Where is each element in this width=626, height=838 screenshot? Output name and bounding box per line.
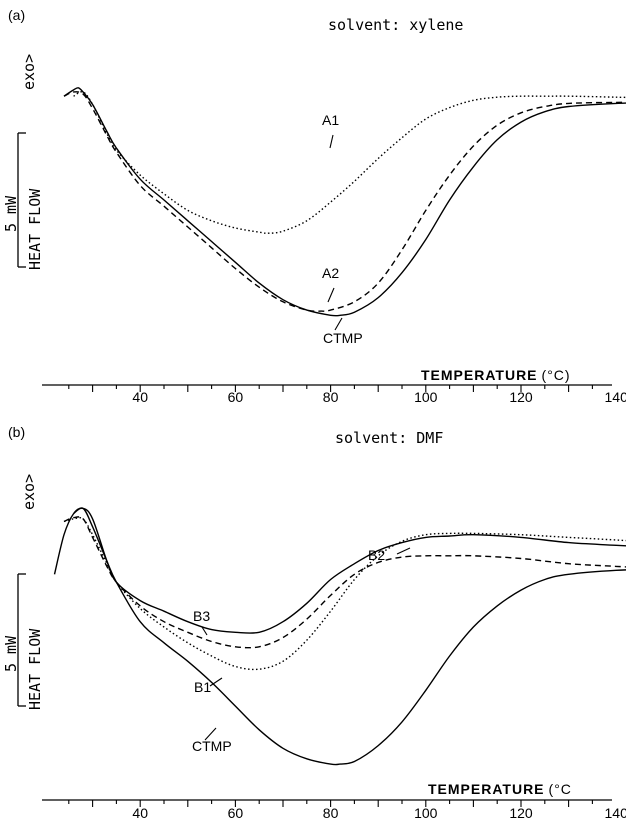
series-a1-leader bbox=[330, 135, 333, 148]
series-a2-leader bbox=[328, 288, 334, 302]
series-a2-label: A2 bbox=[322, 265, 339, 281]
x-tick-label: 60 bbox=[228, 389, 244, 405]
series-b1-line bbox=[64, 518, 626, 670]
series-ctmp-label: CTMP bbox=[323, 330, 363, 346]
x-tick-label: 100 bbox=[414, 805, 438, 821]
panel-a-curves bbox=[64, 88, 626, 316]
panel-a-label: (a) bbox=[8, 7, 25, 23]
panel-a: (a) solvent: xylene exo> 5 mW HEAT FLOW … bbox=[2, 7, 626, 405]
series-a2-line bbox=[64, 92, 626, 311]
x-tick-label: 100 bbox=[414, 389, 438, 405]
panel-b-curves bbox=[55, 508, 626, 765]
series-ctmp-line bbox=[74, 508, 626, 765]
x-tick-label: 120 bbox=[509, 805, 533, 821]
series-b3-label: B3 bbox=[193, 608, 210, 624]
panel-b-x-axis-title: TEMPERATURE(°C bbox=[428, 781, 572, 797]
x-tick-label: 60 bbox=[228, 805, 244, 821]
panel-b-exo-label: exo> bbox=[20, 474, 38, 510]
panel-b-title: solvent: DMF bbox=[335, 429, 443, 447]
panel-a-x-axis-unit: (°C) bbox=[542, 367, 571, 383]
series-b2-label: B2 bbox=[368, 547, 385, 563]
series-ctmp-line bbox=[64, 88, 626, 316]
series-b3-line bbox=[55, 508, 626, 633]
x-tick-label: 80 bbox=[323, 389, 339, 405]
panel-b-label: (b) bbox=[8, 424, 25, 440]
panel-b-curve-labels: B1 B2 B3 CTMP bbox=[192, 547, 410, 754]
series-b2-leader bbox=[397, 548, 410, 554]
panel-b-x-ticks: 40 60 80 100 120 140 bbox=[69, 800, 626, 821]
series-ctmp-leader bbox=[335, 318, 342, 330]
panel-a-title: solvent: xylene bbox=[328, 16, 463, 34]
panel-b: (b) solvent: DMF exo> 5 mW HEAT FLOW B1B… bbox=[2, 424, 626, 821]
x-tick-label: 120 bbox=[509, 389, 533, 405]
panel-b-x-axis-label: TEMPERATURE bbox=[428, 781, 545, 797]
panel-a-x-ticks: 40 60 80 100 120 140 bbox=[69, 385, 626, 405]
panel-b-scale-label: 5 mW bbox=[2, 635, 20, 672]
series-a1-label: A1 bbox=[322, 112, 339, 128]
panel-b-x-axis-unit: (°C bbox=[549, 781, 572, 797]
panel-a-x-axis-title: TEMPERATURE(°C) bbox=[421, 367, 571, 383]
x-tick-label: 80 bbox=[323, 805, 339, 821]
x-tick-label: 40 bbox=[132, 389, 148, 405]
panel-a-y-axis-title: HEAT FLOW bbox=[26, 188, 44, 270]
series-b1-label: B1 bbox=[194, 679, 211, 695]
panel-a-exo-label: exo> bbox=[20, 54, 38, 90]
panel-a-x-axis-label: TEMPERATURE bbox=[421, 367, 538, 383]
x-tick-label: 140 bbox=[605, 389, 626, 405]
series-b2-line bbox=[64, 517, 626, 648]
panel-b-y-axis-title: HEAT FLOW bbox=[26, 628, 44, 710]
series-ctmp-label: CTMP bbox=[192, 738, 232, 754]
x-tick-label: 140 bbox=[605, 805, 626, 821]
panel-a-scale-label: 5 mW bbox=[2, 195, 20, 232]
x-tick-label: 40 bbox=[132, 805, 148, 821]
